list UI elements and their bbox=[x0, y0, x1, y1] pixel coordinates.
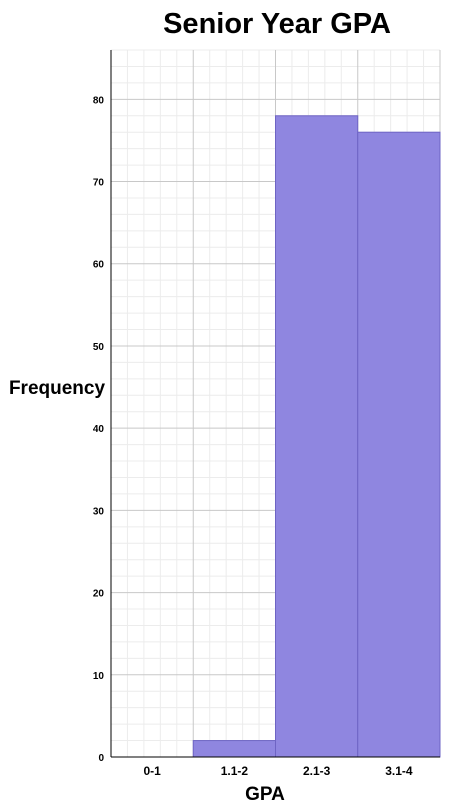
x-tick-label: 0-1 bbox=[143, 764, 161, 778]
y-tick-label: 30 bbox=[93, 506, 105, 517]
x-tick-label: 2.1-3 bbox=[303, 764, 331, 778]
y-axis-ticks: 0 10 20 30 40 50 60 70 80 bbox=[93, 95, 105, 764]
bars bbox=[192, 115, 441, 758]
y-tick-label: 50 bbox=[93, 342, 105, 353]
x-tick-label: 3.1-4 bbox=[385, 764, 413, 778]
x-axis-ticks: 0-1 1.1-2 2.1-3 3.1-4 bbox=[143, 764, 412, 778]
bar-3.1-4 bbox=[357, 131, 441, 758]
axes bbox=[110, 50, 440, 758]
bar-2.1-3 bbox=[275, 115, 359, 758]
y-tick-label: 20 bbox=[93, 589, 105, 600]
y-tick-label: 80 bbox=[93, 95, 105, 106]
y-tick-label: 10 bbox=[93, 671, 105, 682]
y-tick-label: 40 bbox=[93, 424, 105, 435]
chart-title: Senior Year GPA bbox=[163, 8, 391, 40]
y-tick-label: 60 bbox=[93, 260, 105, 271]
x-axis-label: GPA bbox=[245, 784, 285, 805]
y-tick-label: 70 bbox=[93, 178, 105, 189]
y-tick-label: 0 bbox=[98, 753, 104, 764]
bar-1.1-2 bbox=[192, 740, 276, 758]
y-axis-label: Frequency bbox=[9, 378, 106, 399]
x-tick-label: 1.1-2 bbox=[221, 764, 249, 778]
